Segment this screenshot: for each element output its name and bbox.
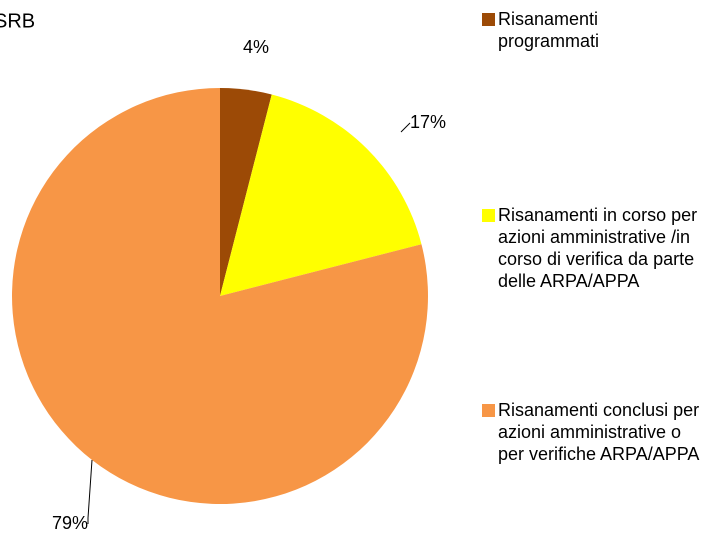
legend-swatch: [482, 209, 495, 222]
leader-line: [87, 459, 93, 524]
pie-slice: [220, 88, 272, 296]
legend-label: Risanamenti programmati: [498, 9, 600, 51]
legend-label: Risanamenti in corso per azioni amminist…: [498, 205, 698, 291]
chart-title: SRB: [0, 10, 35, 32]
pie-slice: [220, 94, 422, 297]
legend-item: Risanamenti conclusi per azioni amminist…: [482, 399, 710, 465]
data-label: 4%: [243, 37, 269, 57]
legend-swatch: [482, 13, 495, 26]
data-label: 79%: [52, 513, 88, 533]
legend-label: Risanamenti conclusi per azioni amminist…: [498, 400, 700, 464]
pie-slice: [12, 88, 429, 504]
data-label: 17%: [410, 112, 446, 132]
leader-line: [400, 122, 411, 133]
legend-swatch: [482, 404, 495, 417]
legend-item: Risanamenti programmati: [482, 8, 628, 52]
legend-item: Risanamenti in corso per azioni amminist…: [482, 204, 710, 292]
